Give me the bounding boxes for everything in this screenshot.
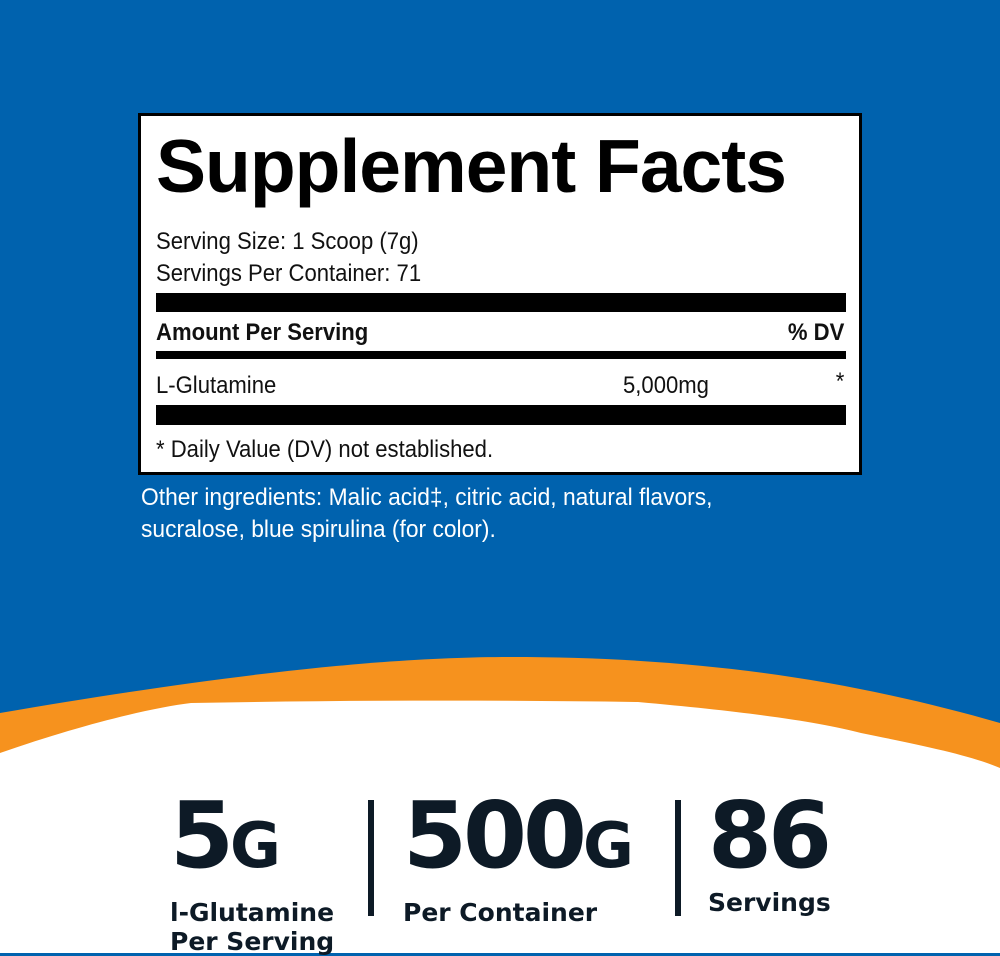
ingredient-amount: 5,000mg xyxy=(623,372,709,399)
stat-value: 86 xyxy=(708,782,832,889)
other-ingredients-line: Other ingredients: Malic acid‡, citric a… xyxy=(141,484,713,511)
supplement-facts-panel: Supplement Facts Serving Size: 1 Scoop (… xyxy=(138,113,862,475)
ingredient-dv: * xyxy=(835,368,844,395)
servings-per-container: Servings Per Container: 71 xyxy=(156,260,422,287)
stat-value: 500 xyxy=(403,782,587,889)
panel-title: Supplement Facts xyxy=(156,124,787,208)
white-area xyxy=(0,700,1000,953)
ingredient-name: L-Glutamine xyxy=(156,372,277,399)
stat-label: l-Glutamine xyxy=(170,898,335,927)
dv-header: % DV xyxy=(787,319,844,346)
stat-unit: G xyxy=(230,809,281,882)
footnote: * Daily Value (DV) not established. xyxy=(156,436,494,463)
stat-divider xyxy=(368,800,374,916)
stat-divider xyxy=(675,800,681,916)
stat-label: Servings xyxy=(708,888,831,917)
stat-label: Per Serving xyxy=(170,927,335,956)
other-ingredients-line: sucralose, blue spirulina (for color). xyxy=(141,516,496,543)
stat-value: 5 xyxy=(170,782,234,889)
divider-medium xyxy=(156,351,846,359)
stat-unit: G xyxy=(583,809,634,882)
divider-thick-bottom xyxy=(156,405,846,425)
stat-per-container: 500G Per Container xyxy=(403,790,634,928)
stat-label: Per Container xyxy=(403,898,598,927)
amount-header: Amount Per Serving xyxy=(156,319,369,346)
stat-per-serving: 5G l-Glutamine Per Serving xyxy=(170,790,334,956)
serving-size: Serving Size: 1 Scoop (7g) xyxy=(156,228,419,255)
divider-thick xyxy=(156,293,846,312)
stat-servings: 86 Servings xyxy=(708,790,832,918)
other-ingredients: Other ingredients: Malic acid‡, citric a… xyxy=(141,482,713,546)
